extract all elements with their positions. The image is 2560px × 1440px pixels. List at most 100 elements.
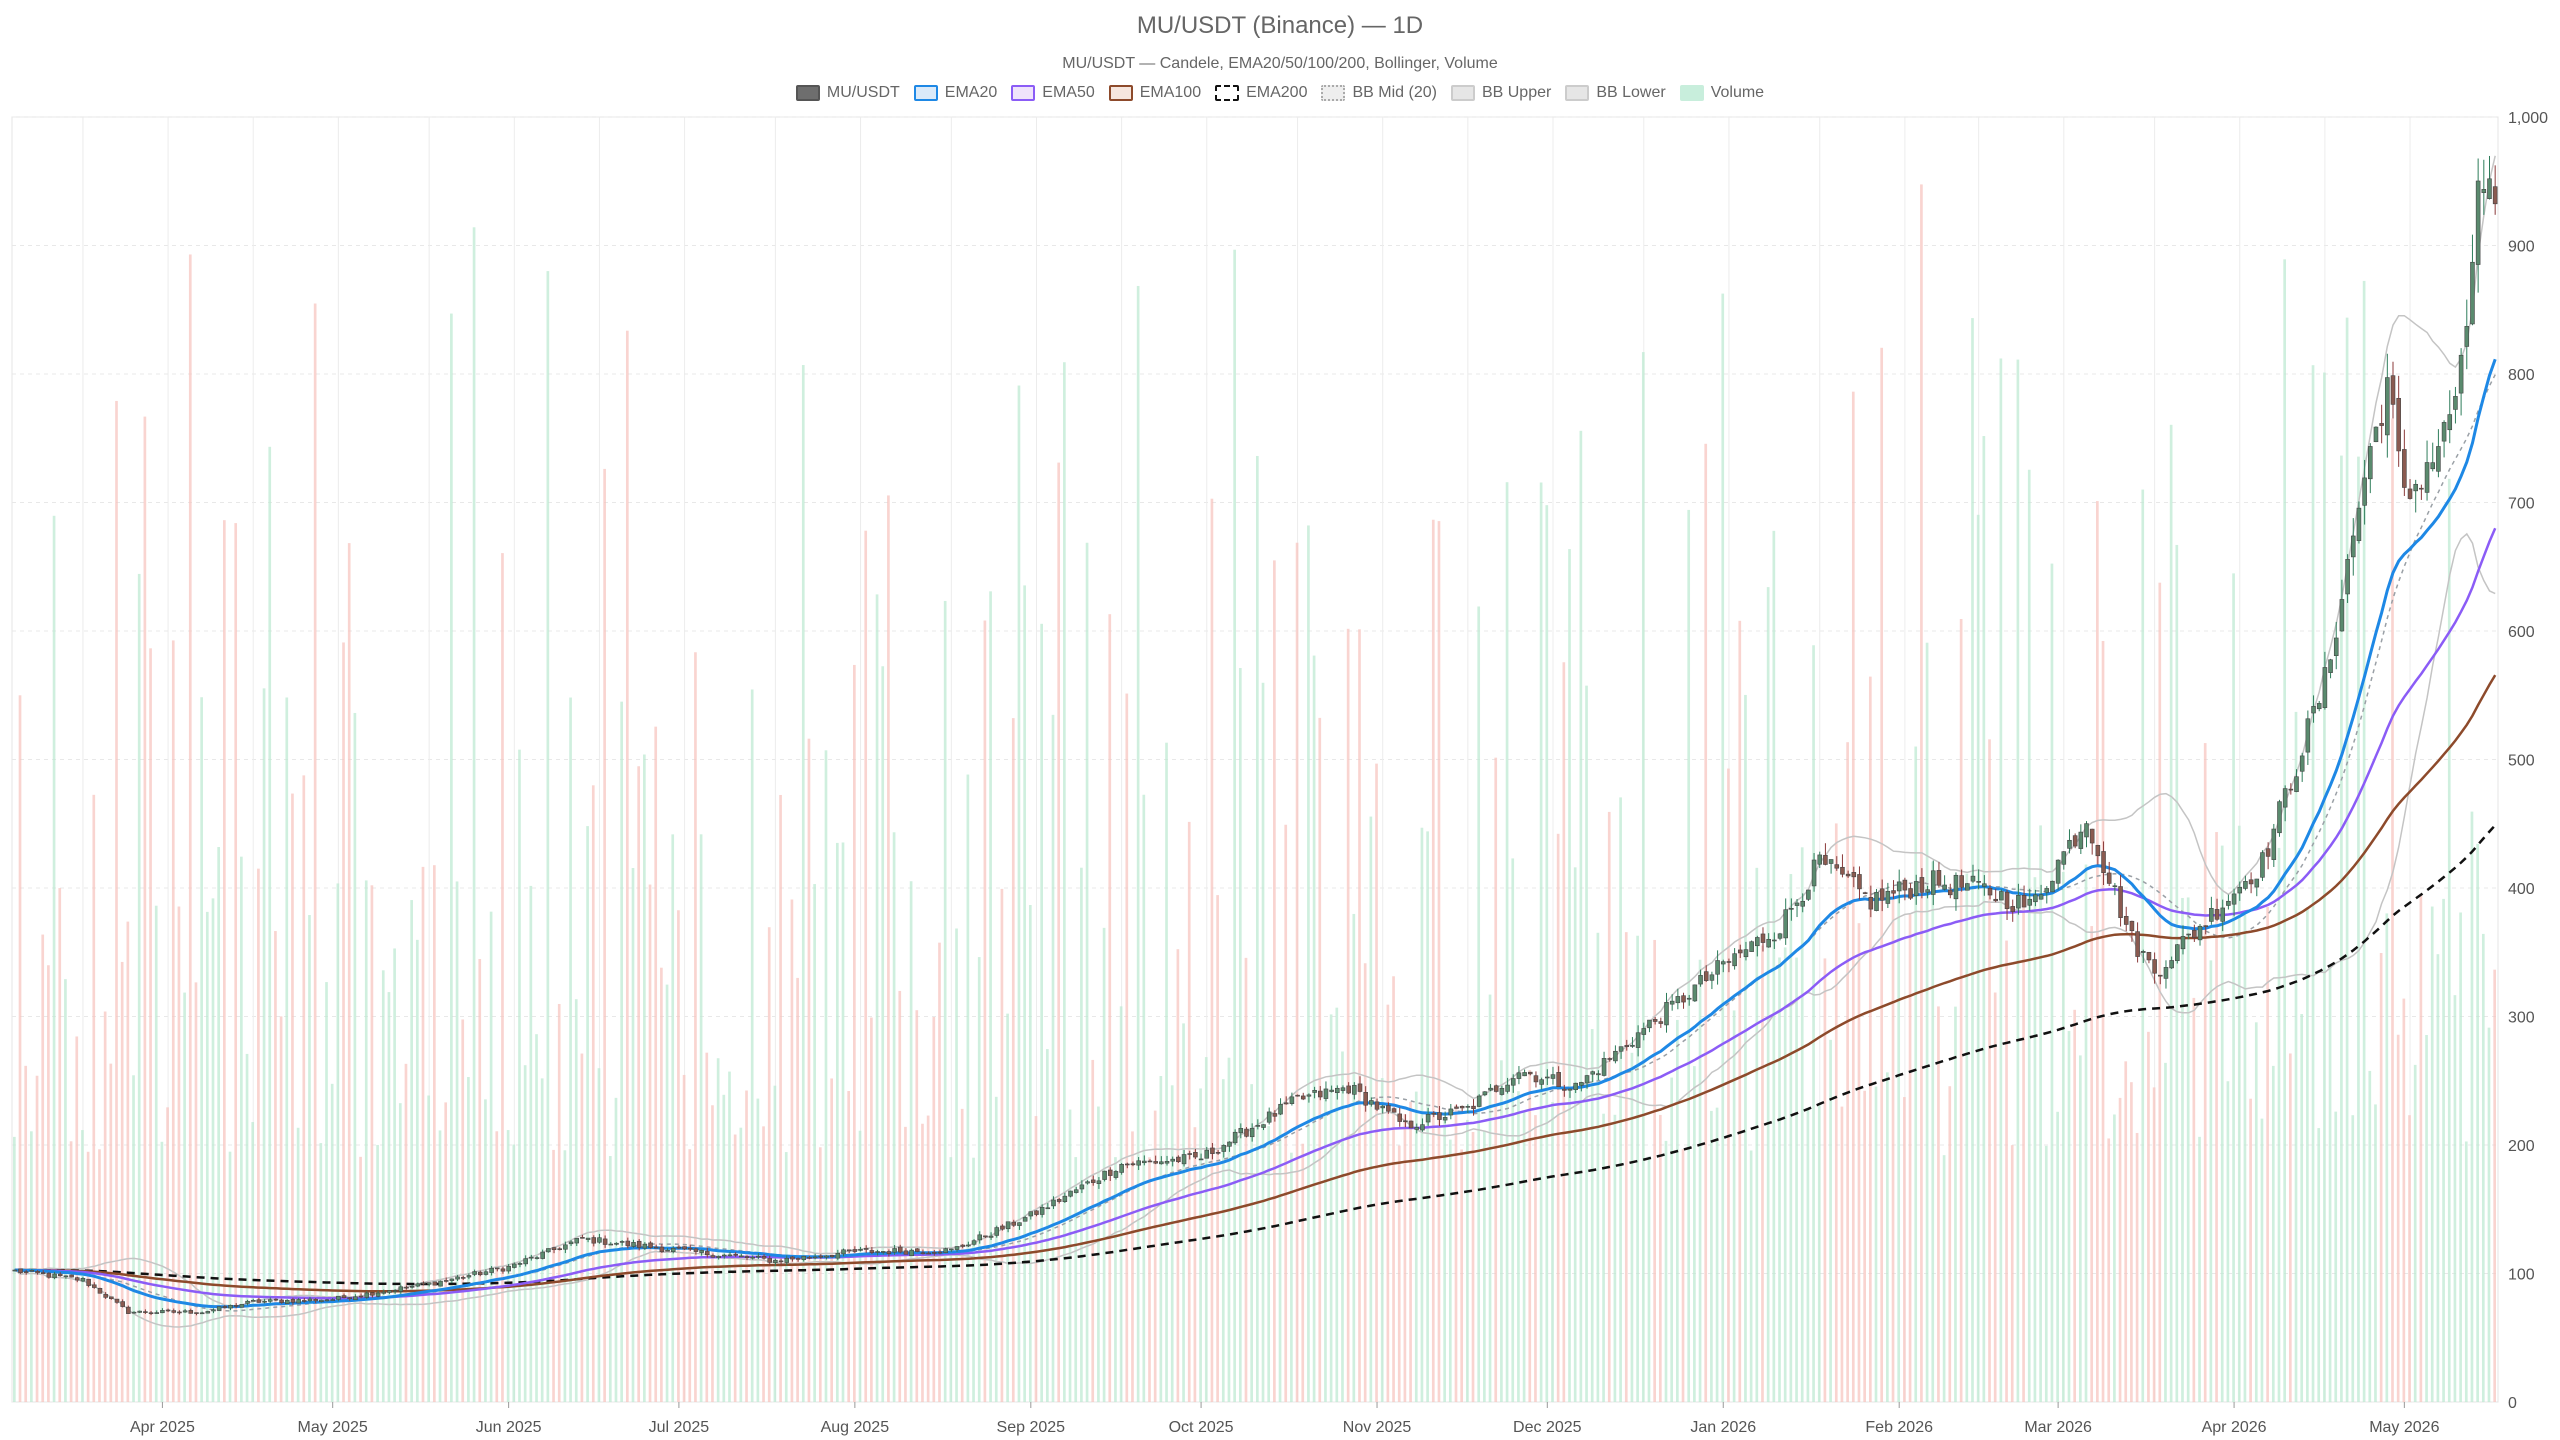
candle [744,1255,750,1261]
candle [920,1249,926,1255]
volume-bar [1914,746,1918,1402]
legend-item-bb-upper[interactable]: BB Upper [1450,84,1551,102]
volume-bar [835,842,839,1402]
candle-body [2152,959,2157,974]
candle-body [57,1273,63,1277]
legend-item-bb-mid-20[interactable]: BB Mid (20) [1321,84,1437,102]
volume-bar [637,766,641,1402]
candle-body [1755,937,1760,947]
legend-item-ema200[interactable]: EMA200 [1215,84,1307,102]
legend-item-bb-lower[interactable]: BB Lower [1565,84,1666,102]
candle-body [2487,178,2492,199]
candle [1363,1086,1368,1112]
volume-bar [949,1157,953,1402]
volume-bar [1749,1150,1753,1402]
candle-body [1845,873,1851,877]
candle [1221,1144,1227,1158]
volume-bar [1619,797,1622,1402]
candle [1584,1074,1590,1089]
candle [1369,1097,1374,1107]
candle [2441,420,2447,458]
legend-item-ema20[interactable]: EMA20 [913,84,997,102]
legend-swatch [1011,85,1036,101]
volume-bar [1045,1049,1049,1402]
candle [1993,888,1998,903]
candle-body [279,1299,284,1303]
volume-bar [654,726,658,1402]
volume-bar [1704,443,1708,1402]
volume-bar [591,785,595,1402]
volume-bar [166,1107,169,1402]
candle-body [2430,462,2436,470]
candle [1079,1180,1085,1194]
legend-item-volume[interactable]: Volume [1679,84,1764,102]
candle-body [1584,1075,1590,1084]
legend-item-mu-usdt[interactable]: MU/USDT [795,84,900,102]
candle [1635,1025,1641,1057]
candle-body [1902,879,1908,891]
candle [1431,1111,1437,1118]
candle-body [506,1265,511,1272]
candle-body [2050,880,2055,893]
candle-body [2356,507,2362,541]
candle-body [2197,925,2203,941]
candle [829,1255,835,1258]
candle [1414,1123,1420,1134]
volume-bar [870,1017,873,1402]
candle-body [1295,1094,1300,1097]
candle-body [807,1257,812,1259]
volume-bar [1988,739,1991,1402]
volume-bar [1102,927,1106,1402]
candle-body [2282,788,2288,808]
volume-bar [847,1091,851,1402]
candle-body [1017,1222,1022,1226]
candle [2175,943,2180,964]
candle [2458,348,2464,416]
candle-body [1215,1152,1221,1154]
x-tick-label: Jun 2025 [476,1419,542,1436]
volume-bar [285,697,289,1402]
candle-body [903,1250,909,1255]
volume-bar [1153,1110,1157,1402]
candle-body [1431,1112,1437,1115]
candle [2197,924,2203,946]
candle-body [1317,1090,1323,1098]
candle-body [245,1300,250,1304]
volume-bar [2084,864,2088,1402]
volume-bar [1903,1097,1906,1402]
candle [313,1298,318,1304]
candle-body [2021,895,2027,908]
volume-bar [580,1053,584,1402]
candle-body [1147,1160,1153,1163]
volume-bar [2186,897,2190,1402]
candle [2390,361,2396,419]
candle-body [1913,881,1919,897]
volume-bar [410,900,413,1402]
candle [546,1248,551,1253]
volume-bar [1539,482,1543,1402]
candle [103,1292,108,1300]
legend-item-ema100[interactable]: EMA100 [1108,84,1201,102]
legend-swatch [1321,85,1346,101]
legend-item-ema50[interactable]: EMA50 [1011,84,1095,102]
candle-body [2158,974,2163,977]
volume-bar [2453,995,2457,1402]
volume-bar [648,884,652,1402]
candle-body [886,1251,892,1254]
volume-bar [2090,926,2094,1402]
volume-bar [1182,1023,1185,1402]
candle-body [409,1286,415,1288]
candle-body [2243,881,2248,889]
candle-body [1862,892,1868,894]
candle-body [687,1247,693,1250]
volume-bar [1000,888,1004,1402]
volume-bar [529,885,533,1402]
volume-bar [1193,1127,1197,1402]
candle [1136,1157,1141,1171]
candle-body [642,1243,648,1249]
candle [1562,1084,1567,1097]
candle [2163,960,2169,989]
candle [2368,443,2373,494]
candle [126,1305,131,1314]
volume-bar [1602,1113,1605,1402]
